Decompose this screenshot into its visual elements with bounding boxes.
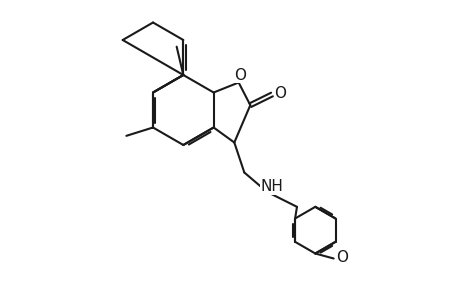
Text: O: O	[234, 68, 246, 83]
Text: O: O	[335, 250, 347, 265]
Text: NH: NH	[260, 179, 283, 194]
Text: O: O	[274, 86, 285, 101]
